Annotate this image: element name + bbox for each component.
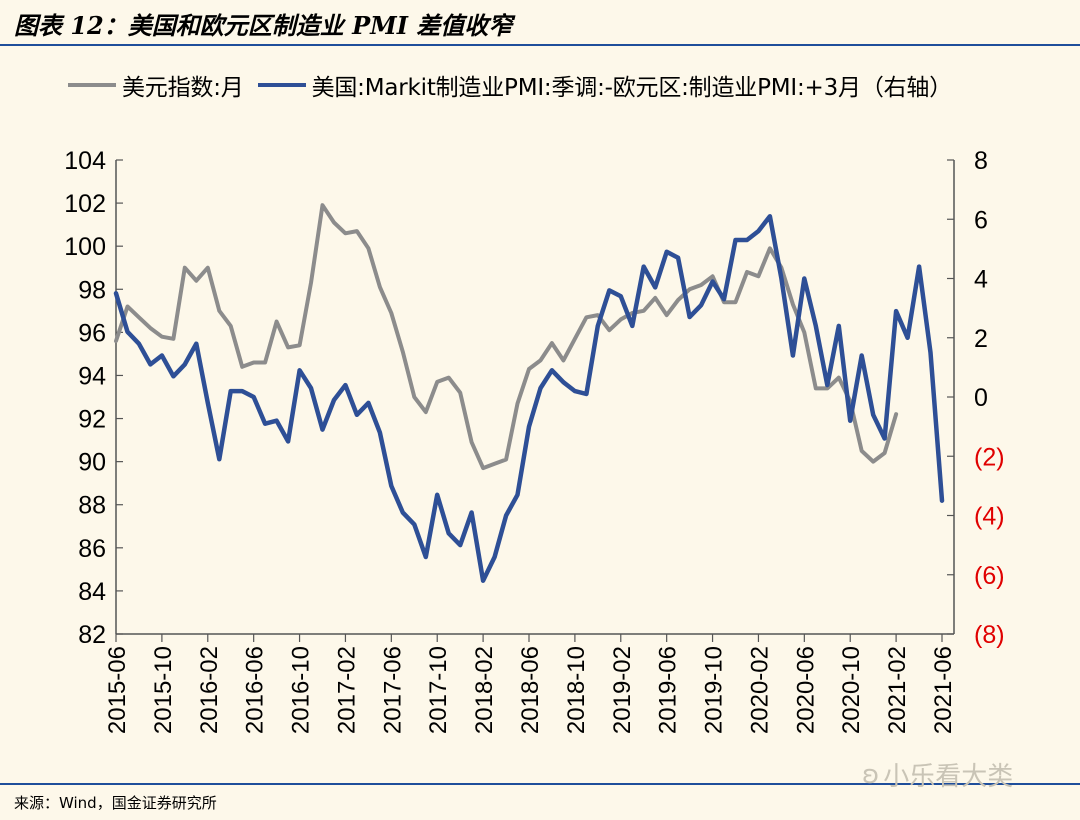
left-tick-label: 88: [78, 492, 106, 520]
chart-legend: 美元指数:月 美国:Markit制造业PMI:季调:-欧元区:制造业PMI:+3…: [68, 68, 966, 102]
left-tick-label: 90: [78, 449, 106, 477]
series-line-dxy: [114, 203, 899, 471]
legend-label-dxy: 美元指数:月: [122, 75, 244, 101]
title-bar: 图表 12：美国和欧元区制造业 PMI 差值收窄: [0, 0, 1080, 46]
right-tick-label: 2: [974, 325, 988, 353]
x-tick-label: 2019-10: [701, 646, 728, 734]
x-tick-label: 2021-06: [930, 646, 957, 734]
x-tick-label: 2021-02: [884, 646, 911, 734]
right-tick-label: 0: [974, 384, 988, 412]
x-tick-label: 2016-06: [242, 646, 269, 734]
x-tick-label: 2020-10: [838, 646, 865, 734]
right-tick-label: (2): [974, 443, 1005, 471]
series-line-pmi-spread: [113, 214, 945, 583]
chart-title: 图表 12：美国和欧元区制造业 PMI 差值收窄: [14, 11, 513, 40]
right-tick-label: (6): [974, 562, 1005, 590]
right-tick-label: 6: [974, 206, 988, 234]
watermark: ʚ 小乐看大类: [862, 756, 1013, 793]
left-tick-label: 100: [64, 233, 106, 261]
left-tick-label: 82: [78, 621, 106, 649]
left-tick-label: 92: [78, 406, 106, 434]
x-tick-label: 2019-06: [655, 646, 682, 734]
left-tick-label: 86: [78, 535, 106, 563]
x-tick-label: 2018-10: [563, 646, 590, 734]
left-tick-label: 96: [78, 319, 106, 347]
left-tick-label: 98: [78, 276, 106, 304]
x-tick-label: 2018-02: [471, 646, 498, 734]
x-tick-label: 2020-06: [792, 646, 819, 734]
x-tick-label: 2018-06: [517, 646, 544, 734]
left-tick-label: 102: [64, 190, 106, 218]
legend-swatch-dxy: [68, 83, 116, 87]
x-tick-label: 2015-06: [104, 646, 131, 734]
x-tick-label: 2019-02: [609, 646, 636, 734]
left-tick-label: 104: [64, 147, 106, 175]
source-note: 来源：Wind，国金证券研究所: [14, 794, 217, 812]
right-tick-label: (8): [974, 621, 1005, 649]
x-tick-label: 2017-10: [425, 646, 452, 734]
footer-rule: [0, 783, 1080, 785]
legend-item-dxy: 美元指数:月: [68, 68, 244, 102]
legend-item-pmi: 美国:Markit制造业PMI:季调:-欧元区:制造业PMI:+3月（右轴）: [257, 68, 953, 102]
x-tick-label: 2020-02: [746, 646, 773, 734]
right-tick-label: (4): [974, 503, 1005, 531]
x-tick-label: 2017-06: [379, 646, 406, 734]
wechat-icon: ʚ: [862, 759, 880, 790]
left-tick-label: 84: [78, 578, 106, 606]
legend-label-pmi: 美国:Markit制造业PMI:季调:-欧元区:制造业PMI:+3月（右轴）: [311, 75, 953, 101]
x-tick-label: 2016-10: [288, 646, 315, 734]
x-tick-label: 2017-02: [333, 646, 360, 734]
x-tick-label: 2016-02: [196, 646, 223, 734]
legend-swatch-pmi: [257, 83, 306, 87]
watermark-text: 小乐看大类: [883, 762, 1014, 792]
right-tick-label: 4: [974, 266, 988, 294]
right-tick-label: 8: [974, 147, 988, 175]
left-tick-label: 94: [78, 362, 106, 390]
x-tick-label: 2015-10: [150, 646, 177, 734]
